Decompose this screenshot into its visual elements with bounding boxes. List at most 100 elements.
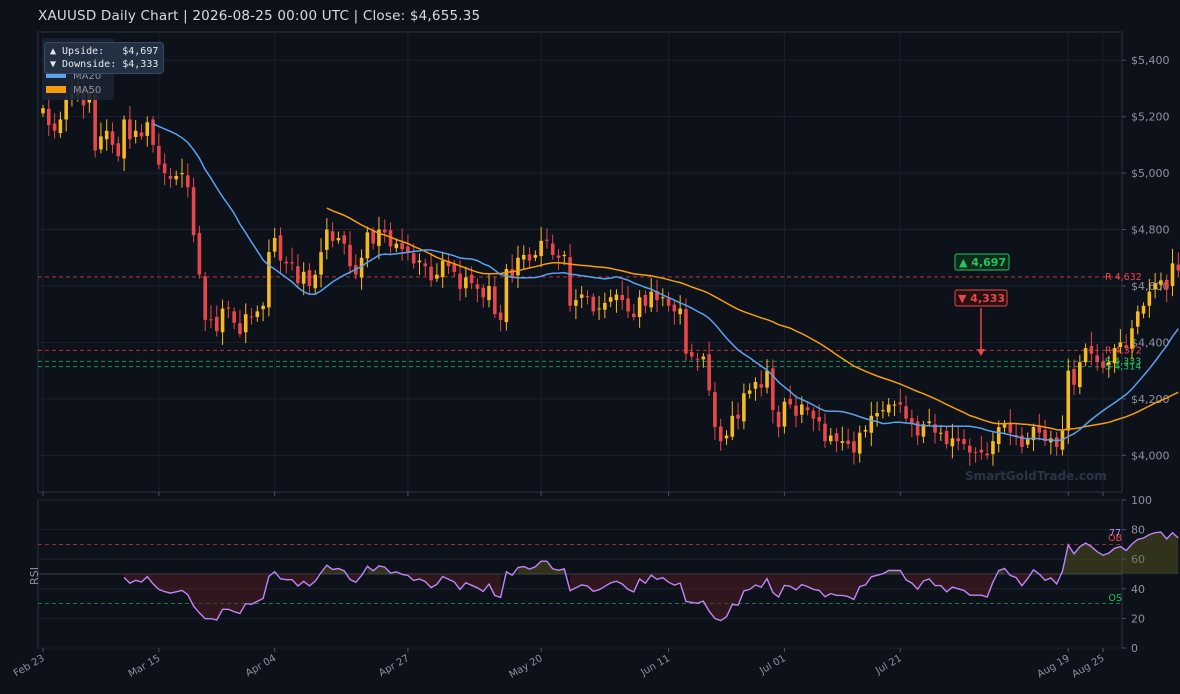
ma50-legend-label: MA50 [73,85,101,96]
candle-body [180,173,184,175]
candle-body [996,427,1001,445]
candle-body [614,294,619,301]
date-tick-label: Jun 11 [638,653,672,679]
candle-body [973,451,978,453]
candle-body [747,390,752,394]
candle-body [516,257,520,276]
candle-body [1020,435,1024,447]
candle-body [319,252,323,275]
price-grid [38,32,1122,648]
candle-body [649,291,653,308]
candle-body [805,407,810,411]
candle-body [429,266,433,281]
candle-body [985,453,989,456]
candle-body [46,108,51,126]
candle-body [220,308,225,333]
candle-body [423,263,428,267]
candle-body [655,291,659,301]
candle-body [736,414,740,419]
overbought-label: OB [1108,533,1122,544]
candle-body [620,295,625,301]
candle-body [1176,264,1180,271]
support-level-label: S 4,333 [1105,356,1141,367]
candle-body [759,384,764,388]
candle-body [128,119,132,140]
candle-body [666,298,671,306]
candle-body [1078,362,1082,388]
candle-body [991,441,995,455]
candle-body [301,271,306,284]
resistance-level-label: R 4,632 [1105,272,1142,283]
candle-body [133,130,138,137]
candle-body [365,232,370,259]
candle-body [823,423,827,442]
candle-body [904,406,908,419]
candle-body [1031,427,1036,441]
ma50-line [326,207,1179,431]
ma20-line [152,123,1179,442]
candle-body [695,358,700,360]
candle-body [730,415,735,437]
candle-body [678,308,682,315]
candle-body [1054,437,1059,447]
candle-body [64,99,68,120]
candle-body [197,232,202,275]
candle-body [852,441,856,453]
candle-body [921,424,926,437]
candle-body [944,431,949,445]
ma50-legend-swatch [46,86,66,93]
candle-body [157,146,161,165]
rsi-below-50-fill [124,574,1057,621]
candle-body [950,438,955,447]
candle-body [910,418,914,425]
downside-arrow-head [977,349,985,356]
candle-body [168,175,173,179]
candle-body [464,277,468,289]
candle-body [892,404,897,406]
candle-body [1095,355,1100,363]
candle-body [510,269,514,278]
candle-body [214,317,219,332]
candle-body [475,284,480,289]
candlesticks [41,76,1180,466]
candle-body [765,370,769,388]
candle-body [452,263,457,272]
candle-body [863,429,868,432]
candle-body [41,108,45,114]
candle-body [52,123,57,131]
candle-body [400,243,404,250]
date-tick-label: May 20 [507,653,544,681]
rsi-last-value: 77 [1109,528,1121,539]
candle-body [151,119,155,145]
candle-body [325,229,329,250]
price-tick-label: $4,800 [1131,224,1170,237]
candle-body [684,309,688,354]
candle-body [742,393,746,422]
candle-body [504,269,509,323]
candle-body [828,435,833,442]
downside-target-line: ▼ Downside: $4,333 [50,59,159,70]
candle-body [1043,429,1047,442]
candle-body [348,244,352,267]
candle-body [979,449,984,453]
ma20-legend-swatch [46,71,66,78]
candle-body [261,305,265,310]
candle-body [962,438,966,445]
candle-body [1118,342,1123,347]
candle-body [417,260,422,263]
candle-body [209,319,213,321]
candle-body [1089,345,1094,354]
candle-body [342,235,346,244]
date-tick-label: Mar 15 [127,653,163,680]
candle-body [1083,348,1088,363]
candle-body [139,132,144,137]
candle-body [933,424,937,433]
chart-title: XAUUSD Daily Chart | 2026-08-25 00:00 UT… [38,8,481,24]
candle-body [145,122,150,136]
candle-body [336,238,341,241]
price-panel [37,31,1123,493]
candle-body [1025,438,1030,445]
candle-body [608,297,613,302]
candle-body [898,402,903,405]
